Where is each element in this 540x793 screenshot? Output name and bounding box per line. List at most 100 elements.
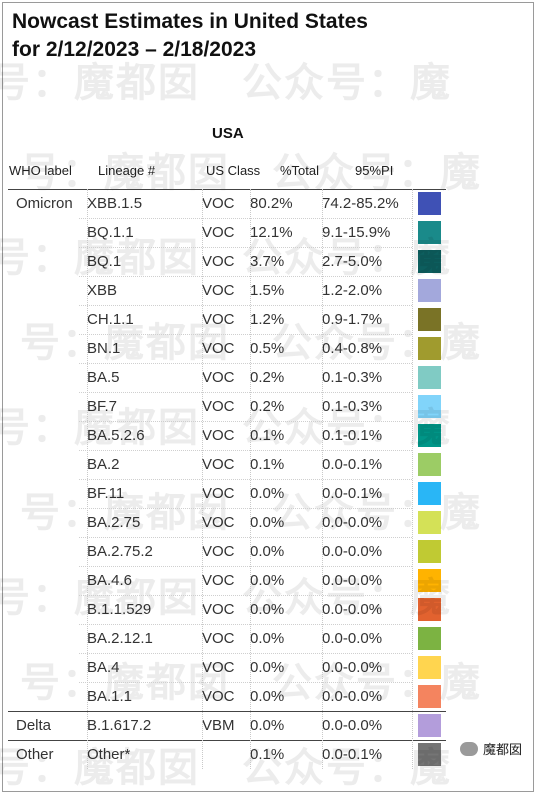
us-class-cell: VOC bbox=[202, 514, 235, 531]
us-class-cell: VOC bbox=[202, 456, 235, 473]
lineage-cell: BQ.1.1 bbox=[87, 224, 134, 241]
column-divider bbox=[87, 189, 88, 769]
us-class-cell: VOC bbox=[202, 340, 235, 357]
us-class-cell: VOC bbox=[202, 224, 235, 241]
column-divider bbox=[250, 189, 251, 769]
color-swatch bbox=[418, 627, 441, 650]
row-divider bbox=[79, 305, 412, 306]
table-row: Omicron XBB.1.5 VOC 80.2% 74.2-85.2% bbox=[8, 189, 446, 218]
us-class-cell: VOC bbox=[202, 659, 235, 676]
pi-cell: 0.9-1.7% bbox=[322, 311, 383, 328]
group-divider bbox=[8, 711, 446, 712]
pi-cell: 0.0-0.0% bbox=[322, 601, 383, 618]
pct-total-cell: 0.1% bbox=[250, 746, 285, 763]
us-class-cell: VOC bbox=[202, 195, 235, 212]
pct-total-cell: 80.2% bbox=[250, 195, 293, 212]
row-divider bbox=[79, 566, 412, 567]
color-swatch bbox=[418, 395, 441, 418]
table-row: BQ.1 VOC 3.7% 2.7-5.0% bbox=[8, 247, 446, 276]
color-swatch bbox=[418, 192, 441, 215]
us-class-cell: VOC bbox=[202, 688, 235, 705]
lineage-cell: B.1.1.529 bbox=[87, 601, 152, 618]
color-swatch bbox=[418, 685, 441, 708]
row-divider bbox=[79, 363, 412, 364]
table-row: CH.1.1 VOC 1.2% 0.9-1.7% bbox=[8, 305, 446, 334]
table-row: BA.5.2.6 VOC 0.1% 0.1-0.1% bbox=[8, 421, 446, 450]
pi-cell: 0.0-0.0% bbox=[322, 688, 383, 705]
pi-cell: 0.0-0.1% bbox=[322, 456, 383, 473]
pct-total-cell: 1.5% bbox=[250, 282, 285, 299]
table-row: BA.4.6 VOC 0.0% 0.0-0.0% bbox=[8, 566, 446, 595]
pi-cell: 0.0-0.0% bbox=[322, 630, 383, 647]
lineage-cell: BA.4.6 bbox=[87, 572, 133, 589]
color-swatch bbox=[418, 482, 441, 505]
lineage-cell: BA.5 bbox=[87, 369, 120, 386]
row-divider bbox=[79, 334, 412, 335]
row-divider bbox=[79, 421, 412, 422]
header-lineage: Lineage # bbox=[98, 163, 156, 178]
pi-cell: 74.2-85.2% bbox=[322, 195, 399, 212]
lineage-cell: XBB.1.5 bbox=[87, 195, 143, 212]
row-divider bbox=[79, 392, 412, 393]
lineage-cell: BQ.1 bbox=[87, 253, 122, 270]
us-class-cell: VOC bbox=[202, 311, 235, 328]
pct-total-cell: 1.2% bbox=[250, 311, 285, 328]
color-swatch bbox=[418, 453, 441, 476]
table-row: B.1.1.529 VOC 0.0% 0.0-0.0% bbox=[8, 595, 446, 624]
pi-cell: 0.0-0.0% bbox=[322, 659, 383, 676]
lineage-cell: BA.1.1 bbox=[87, 688, 133, 705]
row-divider bbox=[79, 653, 412, 654]
pi-cell: 0.0-0.0% bbox=[322, 543, 383, 560]
who-label-cell: Omicron bbox=[16, 195, 73, 212]
lineage-cell: BA.2 bbox=[87, 456, 120, 473]
pi-cell: 0.0-0.0% bbox=[322, 717, 383, 734]
table-row: BA.2.75 VOC 0.0% 0.0-0.0% bbox=[8, 508, 446, 537]
lineage-cell: Other* bbox=[87, 746, 131, 763]
pct-total-cell: 0.0% bbox=[250, 514, 285, 531]
color-swatch bbox=[418, 598, 441, 621]
us-class-cell: VOC bbox=[202, 369, 235, 386]
table-row: BQ.1.1 VOC 12.1% 9.1-15.9% bbox=[8, 218, 446, 247]
color-swatch bbox=[418, 221, 441, 244]
us-class-cell: VOC bbox=[202, 398, 235, 415]
pct-total-cell: 0.1% bbox=[250, 456, 285, 473]
pct-total-cell: 0.0% bbox=[250, 485, 285, 502]
color-swatch bbox=[418, 337, 441, 360]
color-swatch bbox=[418, 279, 441, 302]
pi-cell: 2.7-5.0% bbox=[322, 253, 383, 270]
who-label-cell: Delta bbox=[16, 717, 52, 734]
row-divider bbox=[79, 508, 412, 509]
pct-total-cell: 0.1% bbox=[250, 427, 285, 444]
row-divider bbox=[79, 276, 412, 277]
lineage-cell: XBB bbox=[87, 282, 118, 299]
color-swatch bbox=[418, 569, 441, 592]
table-row: Delta B.1.617.2 VBM 0.0% 0.0-0.0% bbox=[8, 711, 446, 740]
table-row: BA.1.1 VOC 0.0% 0.0-0.0% bbox=[8, 682, 446, 711]
pct-total-cell: 0.0% bbox=[250, 688, 285, 705]
color-swatch bbox=[418, 656, 441, 679]
pi-cell: 0.1-0.3% bbox=[322, 398, 383, 415]
pct-total-cell: 0.0% bbox=[250, 717, 285, 734]
table-row: BA.2 VOC 0.1% 0.0-0.1% bbox=[8, 450, 446, 479]
pi-cell: 0.1-0.3% bbox=[322, 369, 383, 386]
header-pi: 95%PI bbox=[355, 163, 394, 178]
row-divider bbox=[79, 450, 412, 451]
pct-total-cell: 0.2% bbox=[250, 369, 285, 386]
pct-total-cell: 12.1% bbox=[250, 224, 293, 241]
group-divider bbox=[8, 740, 446, 741]
lineage-cell: BN.1 bbox=[87, 340, 121, 357]
color-swatch bbox=[418, 714, 441, 737]
lineage-cell: CH.1.1 bbox=[87, 311, 134, 328]
page-title: Nowcast Estimates in United States for 2… bbox=[12, 10, 368, 61]
pi-cell: 0.0-0.1% bbox=[322, 746, 383, 763]
us-class-cell: VOC bbox=[202, 253, 235, 270]
pct-total-cell: 0.5% bbox=[250, 340, 285, 357]
table-row: BF.7 VOC 0.2% 0.1-0.3% bbox=[8, 392, 446, 421]
column-divider bbox=[322, 189, 323, 769]
lineage-cell: BA.2.75 bbox=[87, 514, 141, 531]
pi-cell: 0.0-0.0% bbox=[322, 514, 383, 531]
table-row: BA.2.12.1 VOC 0.0% 0.0-0.0% bbox=[8, 624, 446, 653]
lineage-cell: BA.2.75.2 bbox=[87, 543, 153, 560]
group-divider bbox=[8, 189, 446, 190]
